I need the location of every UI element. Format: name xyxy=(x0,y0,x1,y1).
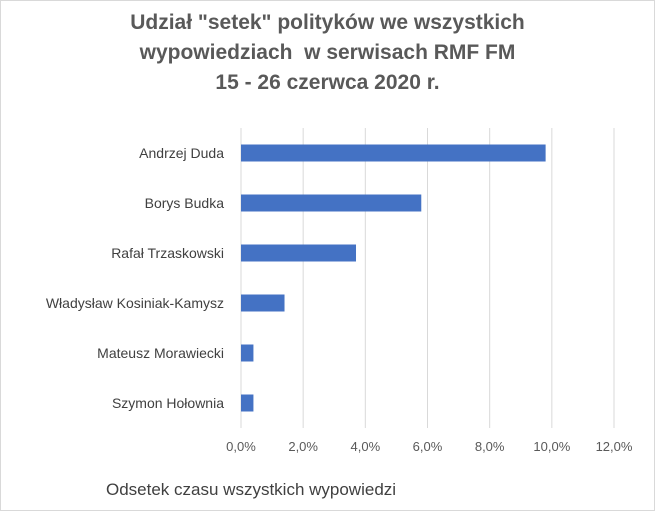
x-tick-label: 0,0% xyxy=(226,439,256,454)
x-tick-labels: 0,0% 2,0% 4,0% 6,0% 8,0% 10,0% 12,0% xyxy=(226,439,633,454)
bar xyxy=(241,244,357,262)
chart-title-line-3: 15 - 26 czerwca 2020 r. xyxy=(215,71,440,94)
category-label: Władysław Kosiniak-Kamysz xyxy=(46,295,224,311)
chart-title-line-1: Udział "setek" polityków we wszystkich xyxy=(130,11,525,34)
gridlines xyxy=(240,128,615,428)
bar xyxy=(241,294,285,312)
x-tick-label: 2,0% xyxy=(288,439,318,454)
x-tick-label: 4,0% xyxy=(351,439,381,454)
x-tick-label: 8,0% xyxy=(475,439,505,454)
category-label: Mateusz Morawiecki xyxy=(97,345,224,361)
bar xyxy=(241,144,546,162)
category-label: Rafał Trzaskowski xyxy=(111,245,224,261)
chart-title: Udział "setek" polityków we wszystkich w… xyxy=(0,8,655,98)
category-label: Borys Budka xyxy=(145,195,225,211)
bar xyxy=(241,194,422,212)
category-label: Szymon Hołownia xyxy=(112,395,224,411)
category-labels: Andrzej Duda Borys Budka Rafał Trzaskowski… xyxy=(46,145,224,411)
bars xyxy=(241,144,546,412)
chart-title-line-2: wypowiedziach w serwisach RMF FM xyxy=(139,41,516,64)
bar xyxy=(241,394,254,412)
x-tick-label: 6,0% xyxy=(413,439,443,454)
x-tick-label: 10,0% xyxy=(533,439,570,454)
category-label: Andrzej Duda xyxy=(139,145,224,161)
x-tick-label: 12,0% xyxy=(596,439,633,454)
bar xyxy=(241,344,254,362)
x-axis-label: Odsetek czasu wszystkich wypowiedzi xyxy=(106,480,397,499)
